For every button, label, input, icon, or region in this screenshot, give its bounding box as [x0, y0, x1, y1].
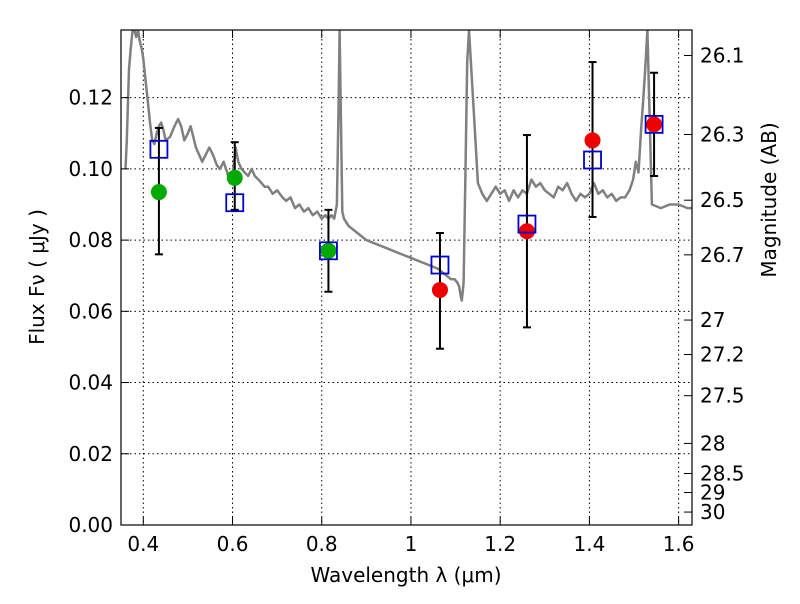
y-tick-label: 0.12 [68, 86, 113, 110]
x-tick-labels: 0.4 0.6 0.8 1 1.2 1.4 1.6 [127, 532, 694, 556]
red-data-point [518, 223, 535, 240]
green-data-point [226, 169, 243, 186]
y-tick-label: 0.04 [68, 371, 113, 395]
y-tick-labels: 0.00 0.02 0.04 0.06 0.08 0.10 0.12 [68, 86, 113, 537]
model-square-marker [430, 255, 450, 275]
points-layer [150, 116, 663, 298]
red-data-point [646, 116, 663, 133]
x-tick-label: 1 [405, 532, 418, 556]
y2-tick-label: 28.5 [700, 462, 745, 486]
y2-tick-label: 27.2 [700, 343, 745, 367]
x-tick-label: 0.6 [217, 532, 249, 556]
y2-tick-label: 26.3 [700, 123, 745, 147]
y2-tick-label: 27 [700, 308, 725, 332]
x-tick-label: 1.4 [573, 532, 605, 556]
model-square-marker [517, 214, 537, 234]
green-data-point [320, 242, 337, 259]
x-tick-label: 0.4 [127, 532, 159, 556]
model-square-marker [583, 150, 602, 170]
y2-tick-label: 27.5 [700, 384, 745, 408]
model-square-marker [149, 139, 169, 159]
x-tick-label: 1.2 [484, 532, 516, 556]
grid-lines [121, 30, 692, 526]
y-tick-label: 0.10 [68, 157, 113, 181]
y2-tick-label: 26.1 [700, 44, 745, 68]
x-tick-label: 1.6 [663, 532, 695, 556]
y-tick-label: 0.08 [68, 228, 113, 252]
y-tick-label: 0.00 [68, 513, 113, 537]
green-data-point [150, 184, 167, 201]
plot-frame [120, 29, 693, 526]
y2-tick-label: 26.5 [700, 188, 745, 212]
y-tick-label: 0.02 [68, 442, 113, 466]
squares-layer [149, 114, 664, 275]
y2-tick-label: 26.7 [700, 243, 745, 267]
y2-tick-label: 30 [700, 500, 725, 524]
y-axis-title: Flux Fν ( μJy ) [25, 209, 49, 345]
y2-tick-label: 29 [700, 481, 725, 505]
y2-tick-label: 28 [700, 431, 725, 455]
y2-axis-title: Magnitude (AB) [757, 122, 781, 277]
x-axis-title: Wavelength λ (μm) [310, 563, 501, 587]
model-square-marker [644, 114, 664, 134]
red-data-point [431, 281, 448, 298]
spectrum-layer [124, 30, 692, 302]
x-tick-label: 0.8 [306, 532, 338, 556]
y-tick-label: 0.06 [68, 299, 113, 323]
tick-marks [121, 30, 692, 526]
model-square-marker [225, 193, 245, 213]
red-data-point [584, 132, 601, 149]
model-square-marker [319, 241, 338, 261]
model-spectrum-line [124, 30, 692, 302]
